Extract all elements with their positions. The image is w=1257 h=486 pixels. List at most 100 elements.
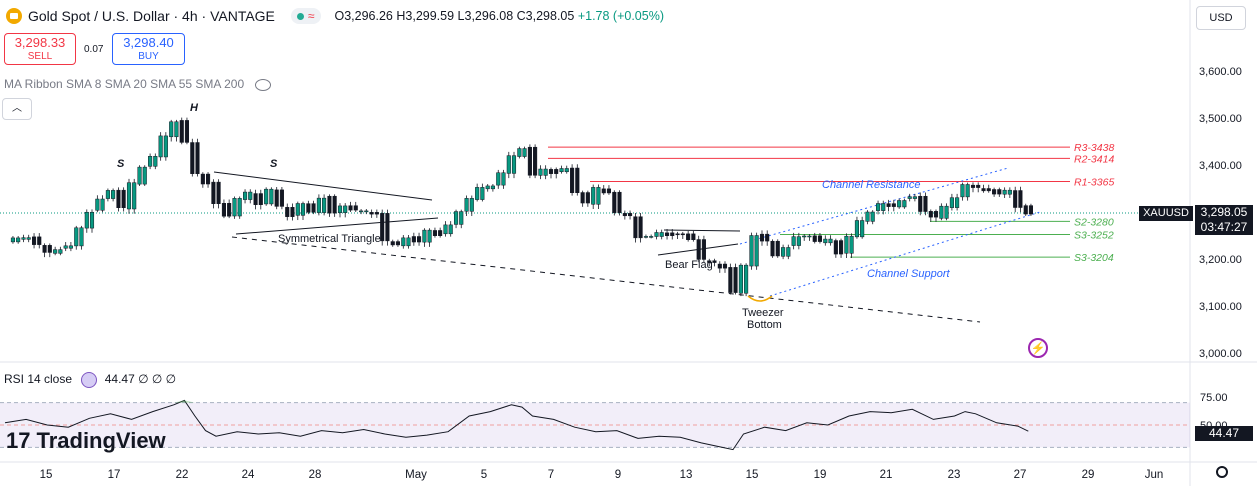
ma-ribbon-legend[interactable]: MA Ribbon SMA 8 SMA 20 SMA 55 SMA 200 bbox=[4, 77, 272, 91]
market-status[interactable]: ≈ bbox=[290, 8, 321, 24]
time-tick-label: 21 bbox=[880, 469, 893, 481]
bullish-candle bbox=[965, 184, 970, 198]
bearish-candle bbox=[570, 167, 575, 193]
chart-annotation: Channel Resistance bbox=[822, 179, 920, 191]
bullish-candle bbox=[74, 227, 79, 247]
bullish-candle bbox=[828, 238, 833, 244]
rsi-legend-value: 44.47 bbox=[104, 372, 135, 387]
bearish-candle bbox=[369, 212, 374, 215]
bearish-candle bbox=[970, 184, 976, 188]
bearish-candle bbox=[670, 232, 675, 236]
bullish-candle bbox=[591, 187, 596, 205]
bullish-candle bbox=[522, 148, 527, 157]
resistance-label: R2-3414 bbox=[1074, 153, 1114, 165]
wave-icon: ≈ bbox=[307, 9, 315, 23]
bullish-candle bbox=[300, 203, 306, 216]
bullish-candle bbox=[153, 156, 158, 167]
bearish-candle bbox=[686, 233, 691, 240]
bearish-candle bbox=[216, 181, 221, 204]
bearish-candle bbox=[211, 181, 216, 204]
resistance-label: R3-3438 bbox=[1074, 142, 1114, 154]
bullish-candle bbox=[955, 197, 960, 208]
gold-logo-icon bbox=[6, 8, 22, 24]
collapse-legend-button[interactable]: ︿ bbox=[2, 98, 32, 120]
buy-label: BUY bbox=[138, 51, 159, 62]
bearish-candle bbox=[311, 203, 316, 213]
bearish-candle bbox=[285, 207, 290, 217]
bullish-candle bbox=[796, 236, 801, 246]
bearish-candle bbox=[47, 245, 52, 253]
brand-name: TradingView bbox=[36, 428, 166, 453]
bearish-candle bbox=[206, 173, 211, 185]
buy-button[interactable]: 3,298.40 BUY bbox=[112, 33, 185, 65]
bearish-candle bbox=[601, 188, 606, 194]
rsi-overbought-fill bbox=[173, 400, 195, 403]
channel-resistance-line bbox=[739, 167, 1009, 245]
gear-icon[interactable] bbox=[1216, 466, 1228, 478]
sell-button[interactable]: 3,298.33 SELL bbox=[4, 33, 76, 65]
bullish-candle bbox=[169, 121, 174, 138]
symbol-title[interactable]: Gold Spot / U.S. Dollar · 4h · VANTAGE bbox=[28, 8, 275, 24]
bullish-candle bbox=[269, 188, 274, 205]
price-tick-label: 3,500.00 bbox=[1199, 113, 1242, 125]
bearish-candle bbox=[274, 189, 279, 207]
bullish-candle bbox=[237, 198, 242, 217]
bearish-candle bbox=[817, 235, 823, 242]
bearish-candle bbox=[548, 169, 554, 174]
chevron-up-icon: ︿ bbox=[12, 103, 22, 114]
bullish-candle bbox=[912, 196, 917, 199]
hide-eye-icon[interactable] bbox=[255, 78, 272, 91]
bullish-candle bbox=[26, 237, 31, 240]
bullish-candle bbox=[343, 205, 348, 213]
bullish-candle bbox=[322, 197, 327, 213]
bullish-candle bbox=[744, 264, 749, 294]
ohlc-change: +1.78 (+0.05%) bbox=[577, 9, 664, 23]
bearish-candle bbox=[121, 189, 126, 209]
time-tick-label: 7 bbox=[548, 469, 554, 481]
bullish-candle bbox=[132, 182, 137, 210]
rsi-value-tag: 44.47 bbox=[1195, 426, 1253, 441]
bullish-candle bbox=[337, 205, 343, 213]
bearish-candle bbox=[691, 233, 696, 240]
bearish-candle bbox=[722, 263, 728, 269]
bullish-candle bbox=[860, 220, 865, 238]
channel-support-line bbox=[769, 211, 1041, 297]
cycle-icon[interactable] bbox=[81, 372, 98, 388]
bearish-candle bbox=[190, 142, 195, 174]
bullish-candle bbox=[10, 237, 15, 243]
ohlc-close: C3,298.05 bbox=[516, 9, 575, 23]
symbol-tag: XAUUSD bbox=[1139, 206, 1193, 221]
bearish-candle bbox=[432, 230, 437, 236]
time-tick-label: 29 bbox=[1082, 469, 1095, 481]
time-tick-label: 19 bbox=[814, 469, 827, 481]
price-tick-label: 3,200.00 bbox=[1199, 254, 1242, 266]
currency-select[interactable]: USD bbox=[1196, 6, 1246, 30]
time-tick-label: 23 bbox=[948, 469, 961, 481]
bearish-candle bbox=[981, 188, 986, 192]
bullish-candle bbox=[854, 220, 860, 238]
bearish-candle bbox=[775, 240, 780, 257]
bullish-candle bbox=[359, 210, 364, 213]
bullish-candle bbox=[781, 247, 786, 257]
bearish-candle bbox=[575, 167, 580, 193]
bearish-candle bbox=[839, 240, 844, 255]
bearish-candle bbox=[332, 195, 337, 214]
rsi-legend[interactable]: RSI 14 close 44.47 ∅ ∅ ∅ bbox=[4, 372, 176, 388]
resistance-label: R1-3365 bbox=[1074, 176, 1114, 188]
flag-upper-line bbox=[663, 229, 741, 232]
bearish-candle bbox=[617, 191, 622, 213]
bullish-candle bbox=[511, 155, 517, 174]
time-tick-label: 15 bbox=[746, 469, 759, 481]
bullish-candle bbox=[406, 237, 411, 247]
bearish-candle bbox=[759, 233, 765, 242]
bearish-candle bbox=[1028, 205, 1034, 215]
support-label: S3-3204 bbox=[1074, 252, 1114, 264]
price-tick-label: 3,100.00 bbox=[1199, 301, 1242, 313]
bearish-candle bbox=[221, 203, 226, 217]
bullish-candle bbox=[501, 172, 506, 186]
bearish-candle bbox=[933, 211, 939, 218]
bearish-candle bbox=[675, 233, 680, 236]
lightning-icon[interactable]: ⚡ bbox=[1028, 338, 1048, 358]
bullish-candle bbox=[538, 168, 543, 176]
